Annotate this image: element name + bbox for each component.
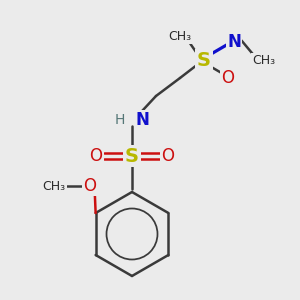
Text: O: O <box>161 147 175 165</box>
Text: S: S <box>197 50 211 70</box>
Text: O: O <box>221 69 235 87</box>
Text: CH₃: CH₃ <box>168 29 192 43</box>
Text: S: S <box>125 146 139 166</box>
Text: N: N <box>227 33 241 51</box>
Text: O: O <box>89 147 103 165</box>
Text: CH₃: CH₃ <box>252 53 276 67</box>
Text: H: H <box>115 113 125 127</box>
Text: CH₃: CH₃ <box>42 179 66 193</box>
Text: O: O <box>83 177 97 195</box>
Text: N: N <box>136 111 149 129</box>
